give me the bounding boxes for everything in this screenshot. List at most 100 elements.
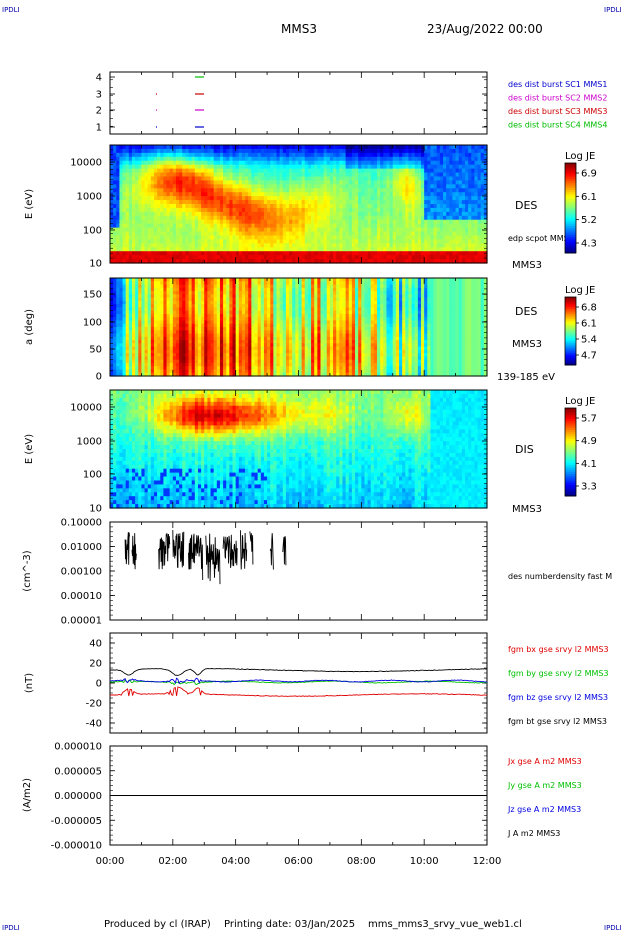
spectrogram-cell — [392, 172, 397, 178]
spectrogram-cell — [125, 255, 130, 260]
spectrogram-cell — [131, 152, 136, 158]
spectrogram-cell — [433, 200, 438, 205]
spectrogram-cell — [436, 251, 441, 256]
spectrogram-cell — [216, 219, 221, 225]
spectrogram-cell — [119, 152, 124, 158]
spectrogram-cell — [169, 207, 174, 213]
spectrogram-cell — [461, 204, 466, 209]
spectrogram-cell — [150, 317, 155, 322]
spectrogram-cell — [175, 294, 180, 299]
spectrogram-cell — [135, 164, 139, 170]
spectrogram-cell — [465, 255, 469, 260]
spectrogram-cell — [461, 251, 466, 256]
spectrogram-cell — [320, 247, 325, 252]
spectrogram-cell — [370, 152, 375, 158]
spectrogram-cell — [386, 247, 391, 252]
spectrogram-cell — [191, 211, 196, 217]
spectrogram-cell — [163, 327, 168, 331]
spectrogram-cell — [157, 211, 161, 217]
spectrogram-cell — [150, 359, 155, 364]
spectrogram-cell — [147, 281, 152, 286]
spectrogram-cell — [229, 323, 234, 328]
spectrogram-cell — [245, 207, 249, 213]
spectrogram-cell — [314, 227, 318, 233]
spectrogram-cell — [172, 281, 177, 286]
spectrogram-cell — [270, 156, 274, 162]
spectrogram-cell — [427, 145, 432, 150]
spectrogram-cell — [157, 168, 161, 174]
spectrogram-cell — [399, 180, 403, 185]
spectrogram-cell — [188, 278, 193, 282]
spectrogram-cell — [377, 247, 381, 252]
spectrogram-cell — [207, 287, 212, 292]
spectrogram-cell — [166, 148, 171, 154]
spectrogram-cell — [207, 152, 212, 158]
spectrogram-cell — [424, 243, 428, 248]
spectrogram-cell — [207, 231, 212, 237]
spectrogram-cell — [311, 211, 315, 217]
spectrogram-cell — [169, 359, 174, 364]
spectrogram-cell — [150, 323, 155, 328]
spectrogram-cell — [364, 184, 369, 189]
spectrogram-cell — [260, 184, 265, 189]
spectrogram-cell — [433, 184, 438, 189]
spectrogram-cell — [452, 148, 457, 154]
spectrogram-cell — [311, 145, 315, 150]
spectrogram-cell — [477, 152, 482, 158]
spectrogram-cell — [122, 287, 127, 292]
spectrogram-cell — [160, 204, 165, 209]
spectrogram-cell — [263, 180, 268, 185]
spectrogram-cell — [182, 215, 186, 221]
spectrogram-cell — [245, 239, 249, 244]
spectrogram-cell — [213, 247, 218, 252]
spectrogram-cell — [188, 180, 193, 185]
spectrogram-cell — [267, 180, 271, 185]
spectrogram-cell — [201, 281, 205, 286]
spectrogram-cell — [405, 176, 410, 181]
spectrogram-cell — [191, 349, 196, 354]
spectrogram-cell — [427, 223, 432, 229]
spectrogram-cell — [201, 343, 205, 348]
spectrogram-cell — [179, 207, 183, 213]
spectrogram-cell — [364, 172, 369, 178]
spectrogram-cell — [279, 219, 284, 225]
spectrogram-cell — [446, 172, 450, 178]
spectrogram-cell — [414, 176, 419, 181]
spectrogram-cell — [147, 196, 152, 201]
spectrogram-cell — [267, 255, 271, 260]
spectrogram-cell — [314, 219, 318, 225]
spectrogram-cell — [248, 172, 252, 178]
spectrogram-cell — [267, 211, 271, 217]
spectrogram-cell — [295, 156, 300, 162]
spectrogram-cell — [238, 211, 243, 217]
spectrogram-cell — [166, 317, 171, 322]
spectrogram-cell — [135, 219, 139, 225]
spectrogram-cell — [185, 243, 190, 248]
spectrogram-cell — [204, 362, 208, 367]
spectrogram-cell — [257, 188, 262, 193]
spectrogram-cell — [377, 259, 381, 264]
spectrogram-cell — [370, 172, 375, 178]
spectrogram-cell — [241, 211, 246, 217]
spectrogram-cell — [380, 239, 384, 244]
spectrogram-cell — [421, 247, 425, 252]
spectrogram-cell — [402, 172, 406, 178]
spectrogram-cell — [468, 160, 472, 166]
spectrogram-cell — [147, 320, 152, 325]
spectrogram-cell — [194, 172, 199, 178]
spectrogram-cell — [191, 227, 196, 233]
spectrogram-cell — [370, 188, 375, 193]
spectrogram-cell — [414, 196, 419, 201]
spectrogram-cell — [304, 152, 309, 158]
spectrogram-cell — [449, 247, 454, 252]
spectrogram-cell — [213, 192, 218, 197]
spectrogram-cell — [430, 200, 435, 205]
spectrogram-cell — [260, 227, 265, 233]
spectrogram-cell — [471, 200, 476, 205]
spectrogram-cell — [223, 176, 227, 181]
spectrogram-cell — [355, 180, 359, 185]
spectrogram-cell — [248, 152, 252, 158]
spectrogram-cell — [421, 255, 425, 260]
spectrogram-cell — [326, 247, 331, 252]
spectrogram-cell — [383, 160, 388, 166]
